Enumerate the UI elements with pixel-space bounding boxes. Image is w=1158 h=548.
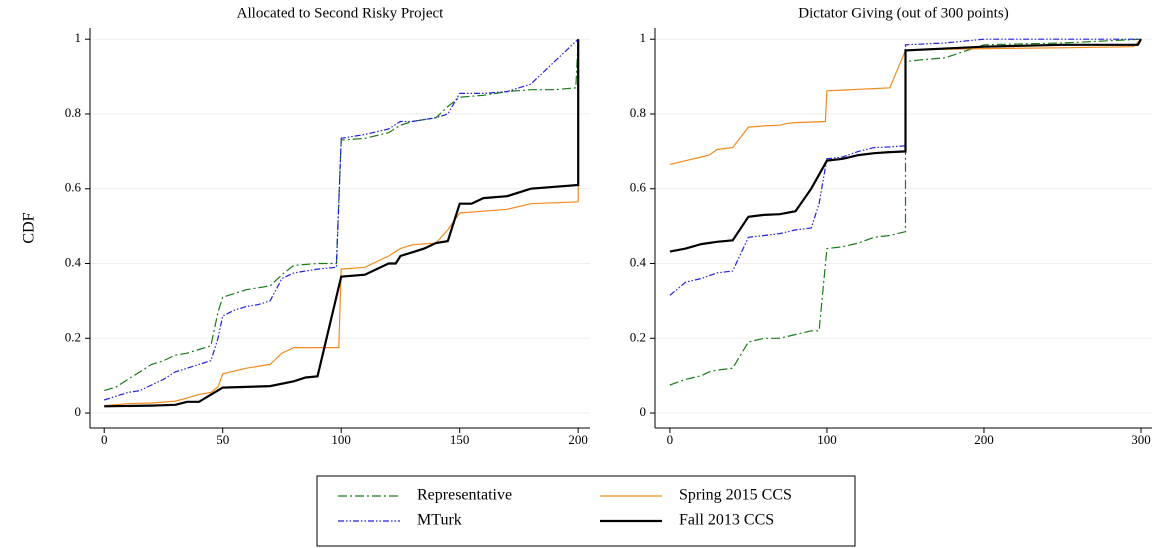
y-tick-label: 0.8 bbox=[630, 105, 646, 120]
legend-label: MTurk bbox=[417, 512, 462, 529]
legend-label: Representative bbox=[417, 487, 512, 504]
cdf-line bbox=[104, 39, 579, 392]
x-tick-label: 300 bbox=[1131, 432, 1151, 447]
x-tick-label: 50 bbox=[216, 432, 229, 447]
y-tick-label: 0.2 bbox=[630, 329, 646, 344]
y-tick-label: 0.6 bbox=[65, 180, 82, 195]
x-tick-label: 200 bbox=[974, 432, 994, 447]
y-tick-label: 1 bbox=[75, 30, 82, 45]
cdf-line bbox=[104, 39, 579, 407]
y-tick-label: 0.2 bbox=[65, 329, 81, 344]
cdf-line bbox=[104, 38, 579, 401]
y-tick-label: 0 bbox=[640, 404, 647, 419]
y-tick-label: 0.8 bbox=[65, 105, 81, 120]
x-tick-label: 200 bbox=[568, 432, 588, 447]
y-tick-label: 0.4 bbox=[65, 254, 82, 269]
legend-box bbox=[316, 475, 856, 547]
chart-title: Allocated to Second Risky Project bbox=[237, 5, 444, 21]
legend-label: Fall 2013 CCS bbox=[679, 512, 774, 529]
y-tick-label: 0.4 bbox=[630, 254, 647, 269]
x-tick-label: 150 bbox=[450, 432, 470, 447]
y-tick-label: 1 bbox=[640, 30, 647, 45]
cdf-line bbox=[669, 38, 1142, 253]
x-tick-label: 100 bbox=[817, 432, 837, 447]
cdf-line bbox=[669, 38, 1142, 386]
y-tick-label: 0 bbox=[75, 404, 82, 419]
x-tick-label: 0 bbox=[101, 432, 108, 447]
y-axis-label: CDF bbox=[21, 212, 38, 243]
x-tick-label: 0 bbox=[667, 432, 674, 447]
chart-title: Dictator Giving (out of 300 points) bbox=[798, 5, 1008, 21]
y-tick-label: 0.6 bbox=[630, 180, 647, 195]
x-tick-label: 100 bbox=[331, 432, 351, 447]
cdf-line bbox=[104, 39, 580, 408]
cdf-line bbox=[669, 38, 1141, 296]
legend-label: Spring 2015 CCS bbox=[679, 487, 792, 504]
